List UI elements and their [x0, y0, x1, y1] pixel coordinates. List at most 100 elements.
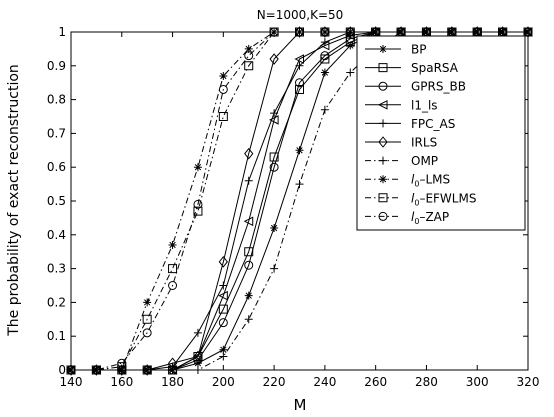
data-point	[295, 61, 304, 70]
data-point	[379, 175, 387, 184]
data-point	[345, 26, 355, 38]
data-point	[193, 328, 202, 337]
legend-label: BP	[411, 43, 426, 57]
data-point	[142, 328, 152, 338]
data-point	[218, 112, 228, 121]
y-tick-label: 0.1	[47, 329, 66, 343]
legend: BP SpaRSA GPRS_BB l1_ls FPC_AS IRLS OMP l0–LMS l…	[356, 35, 526, 231]
data-point	[244, 260, 254, 270]
data-point	[219, 352, 228, 361]
data-point	[270, 109, 279, 118]
data-point	[244, 147, 254, 160]
data-point	[270, 224, 279, 233]
x-tick-label: 220	[263, 375, 286, 389]
data-point	[379, 156, 387, 165]
x-tick-label: 280	[415, 375, 438, 389]
data-point	[377, 99, 388, 110]
y-tick-label: 1	[58, 25, 66, 39]
data-point	[379, 119, 387, 128]
data-point	[219, 71, 228, 80]
data-point	[294, 26, 305, 38]
data-point	[218, 318, 228, 328]
legend-label: l0–LMS	[411, 173, 450, 189]
data-point	[218, 290, 228, 301]
y-tick-label: 0.4	[47, 228, 66, 242]
data-point	[142, 364, 152, 376]
legend-label: l1_ls	[411, 98, 438, 112]
y-tick-label: 0.9	[47, 59, 66, 73]
data-point	[378, 81, 388, 91]
data-point	[378, 63, 388, 73]
legend-label: OMP	[411, 154, 438, 168]
legend-label: FPC_AS	[411, 117, 455, 131]
data-point	[91, 364, 102, 376]
data-point	[346, 41, 355, 50]
data-point	[143, 298, 152, 307]
x-tick-label: 160	[110, 375, 133, 389]
data-point	[168, 264, 178, 274]
data-point	[244, 291, 253, 300]
data-point	[193, 199, 203, 209]
data-point	[346, 68, 355, 77]
data-point	[117, 358, 127, 368]
data-point	[244, 61, 254, 71]
data-point	[117, 362, 127, 372]
y-tick-label: 0.3	[47, 262, 66, 276]
data-point	[269, 53, 279, 65]
y-axis-label: The probability of exact reconstruction	[6, 64, 22, 337]
data-point	[244, 247, 254, 257]
y-tick-label: 0.2	[47, 295, 66, 309]
data-point	[270, 264, 279, 273]
x-tick-label: 260	[364, 375, 387, 389]
legend-label: l0–EFWLMS	[411, 191, 476, 207]
data-point	[268, 115, 279, 125]
data-point	[295, 84, 304, 94]
x-tick-label: 140	[60, 375, 83, 389]
data-point	[168, 240, 177, 249]
y-tick-label: 0.5	[47, 194, 66, 208]
x-tick-label: 200	[212, 375, 235, 389]
data-point	[320, 68, 329, 77]
legend-label: GPRS_BB	[411, 80, 466, 94]
legend-label: IRLS	[411, 136, 437, 150]
data-point	[193, 206, 203, 216]
data-point	[219, 345, 228, 354]
data-point	[269, 152, 279, 162]
data-point	[244, 51, 254, 61]
data-point	[193, 350, 203, 363]
data-point	[378, 193, 388, 203]
data-point	[320, 38, 329, 47]
data-point	[320, 105, 329, 114]
y-tick-label: 0.8	[47, 93, 66, 107]
legend-label: l0–ZAP	[411, 210, 449, 226]
chart-title: N=1000,K=50	[257, 8, 344, 22]
legend-label: SpaRSA	[411, 61, 459, 75]
data-point	[294, 54, 304, 64]
data-point	[295, 180, 304, 189]
x-axis-label: M	[294, 396, 307, 414]
data-point	[379, 45, 387, 53]
data-point	[218, 84, 228, 94]
data-point	[378, 136, 388, 148]
data-point	[295, 146, 304, 155]
data-point	[219, 281, 228, 290]
data-point	[269, 162, 279, 172]
data-point	[244, 44, 253, 53]
data-point	[66, 364, 76, 376]
data-point	[378, 211, 388, 221]
data-point	[243, 216, 254, 227]
data-point	[168, 281, 178, 290]
y-tick-label: 0.7	[47, 126, 66, 140]
x-tick-label: 180	[161, 375, 184, 389]
data-point	[218, 256, 228, 268]
data-point	[193, 359, 202, 368]
legend-box	[356, 35, 526, 231]
x-tick-label: 300	[466, 375, 489, 389]
data-point	[244, 176, 253, 185]
data-point	[244, 315, 253, 324]
x-tick-label: 320	[517, 375, 540, 389]
data-point	[117, 364, 127, 376]
data-point	[320, 51, 330, 61]
axis-ticks: 140 160 180 200 220 240 260 280 300 320 0 0.1 0.2 0.3…	[47, 25, 540, 389]
